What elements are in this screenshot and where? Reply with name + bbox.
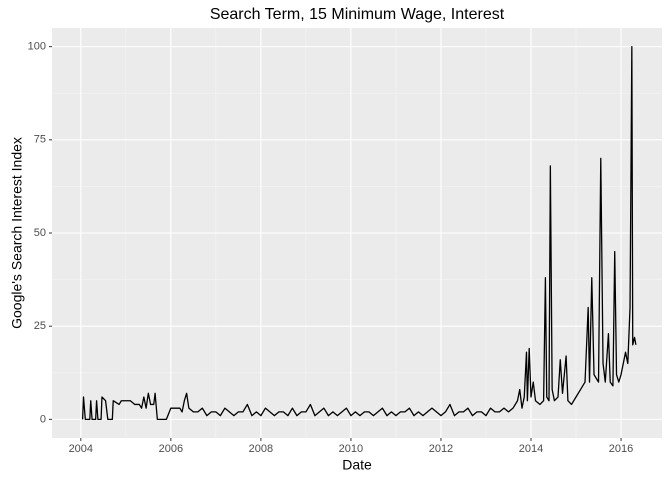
x-tick-label: 2012 (429, 443, 453, 455)
y-axis-label: Google's Search Interest Index (9, 137, 25, 329)
x-tick-label: 2014 (519, 443, 543, 455)
chart-title: Search Term, 15 Minimum Wage, Interest (210, 6, 505, 23)
y-tick-label: 50 (34, 227, 46, 239)
y-tick-label: 0 (40, 413, 46, 425)
x-tick-label: 2004 (69, 443, 93, 455)
x-axis-label: Date (342, 457, 372, 473)
x-tick-label: 2008 (249, 443, 273, 455)
y-tick-label: 75 (34, 134, 46, 146)
y-tick-label: 100 (28, 41, 46, 53)
x-tick-label: 2006 (159, 443, 183, 455)
y-tick-label: 25 (34, 320, 46, 332)
x-tick-label: 2010 (339, 443, 363, 455)
x-tick-label: 2016 (609, 443, 633, 455)
line (81, 45, 637, 421)
